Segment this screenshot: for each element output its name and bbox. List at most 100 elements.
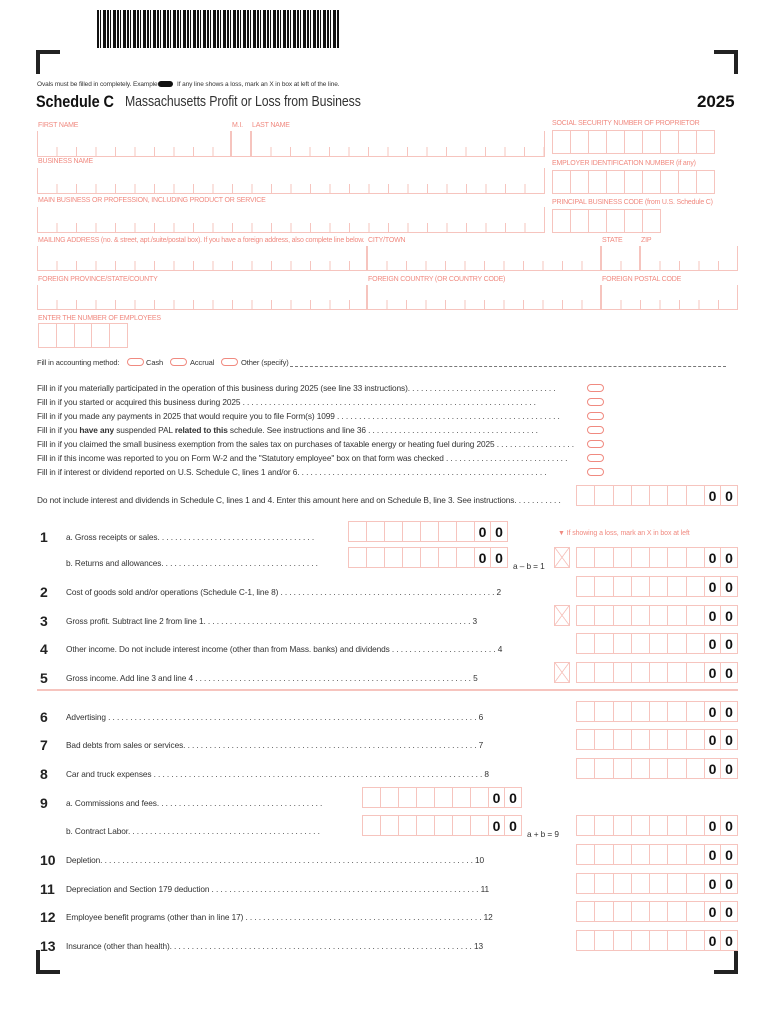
amount-cell[interactable] [614, 902, 632, 921]
amount-cell[interactable] [417, 816, 435, 835]
amount-cell[interactable] [632, 730, 651, 749]
amount-cell[interactable] [614, 702, 632, 721]
employees-input[interactable] [38, 323, 128, 348]
amount-cell[interactable] [632, 577, 651, 596]
amount-cell[interactable] [577, 902, 596, 921]
amount-cell[interactable] [453, 788, 471, 807]
loss-x-box[interactable] [554, 547, 570, 568]
amount-cell[interactable] [595, 845, 614, 864]
amount-cell[interactable] [614, 606, 632, 625]
amount-cell[interactable] [614, 845, 632, 864]
amount-cell[interactable] [385, 522, 403, 541]
amount-cell[interactable] [595, 606, 614, 625]
amount-cell[interactable] [632, 606, 651, 625]
fill-in-oval[interactable] [587, 398, 604, 406]
amount-cell[interactable] [668, 634, 687, 653]
last-name-input[interactable] [251, 131, 545, 157]
amount-cell[interactable] [668, 702, 687, 721]
amount-cell[interactable] [577, 845, 596, 864]
amount-cell[interactable] [650, 702, 669, 721]
amount-cell[interactable] [577, 874, 596, 893]
amount-cell[interactable] [435, 816, 453, 835]
amount-cell[interactable] [632, 874, 651, 893]
amount-cell[interactable] [614, 577, 632, 596]
amount-cell[interactable] [367, 548, 385, 567]
amount-cell[interactable] [457, 522, 475, 541]
amount-cell[interactable] [471, 788, 489, 807]
amount-cell[interactable] [632, 702, 651, 721]
fill-in-oval[interactable] [587, 468, 604, 476]
amount-cell[interactable] [439, 548, 457, 567]
amount-cell[interactable] [650, 816, 669, 835]
amount-cell[interactable] [577, 816, 596, 835]
cash-oval[interactable] [127, 358, 144, 366]
ssn-input[interactable] [552, 130, 715, 154]
amount-cell[interactable] [363, 816, 381, 835]
amount-cell[interactable] [668, 845, 687, 864]
amount-cell[interactable] [632, 759, 651, 778]
amount-cell[interactable] [650, 663, 669, 682]
amount-cell[interactable] [687, 702, 705, 721]
principal-code-input[interactable] [552, 209, 661, 233]
amount-cell[interactable] [668, 931, 687, 950]
main-business-input[interactable] [37, 207, 545, 233]
amount-cell[interactable] [577, 486, 596, 505]
amount-cell[interactable] [632, 816, 651, 835]
amount-cell[interactable] [403, 548, 421, 567]
amount-cell[interactable] [595, 634, 614, 653]
amount-cell[interactable] [650, 931, 669, 950]
amount-cell[interactable] [614, 486, 632, 505]
amount-cell[interactable] [668, 577, 687, 596]
amount-cell[interactable] [668, 874, 687, 893]
business-name-input[interactable] [37, 168, 545, 194]
amount-cell[interactable] [363, 788, 381, 807]
amount-cell[interactable] [577, 606, 596, 625]
amount-cell[interactable] [457, 548, 475, 567]
amount-cell[interactable] [595, 702, 614, 721]
amount-cell[interactable] [417, 788, 435, 807]
amount-cell[interactable] [687, 759, 705, 778]
zip-input[interactable] [640, 246, 738, 271]
amount-cell[interactable] [632, 663, 651, 682]
amount-cell[interactable] [650, 759, 669, 778]
amount-cell[interactable] [399, 816, 417, 835]
amount-cell[interactable] [668, 730, 687, 749]
amount-cell[interactable] [349, 548, 367, 567]
amount-cell[interactable] [687, 874, 705, 893]
amount-cell[interactable] [435, 788, 453, 807]
amount-cell[interactable] [577, 663, 596, 682]
amount-cell[interactable] [453, 816, 471, 835]
loss-x-box[interactable] [554, 662, 570, 683]
foreign-province-input[interactable] [37, 285, 367, 310]
amount-cell[interactable] [349, 522, 367, 541]
amount-cell[interactable] [614, 730, 632, 749]
ein-input[interactable] [552, 170, 715, 194]
amount-cell[interactable] [687, 663, 705, 682]
amount-cell[interactable] [687, 845, 705, 864]
amount-cell[interactable] [632, 634, 651, 653]
amount-cell[interactable] [632, 486, 651, 505]
amount-cell[interactable] [471, 816, 489, 835]
amount-cell[interactable] [403, 522, 421, 541]
first-name-input[interactable] [37, 131, 231, 157]
amount-cell[interactable] [668, 759, 687, 778]
other-oval[interactable] [221, 358, 238, 366]
amount-cell[interactable] [614, 816, 632, 835]
amount-cell[interactable] [650, 730, 669, 749]
amount-cell[interactable] [595, 730, 614, 749]
amount-cell[interactable] [687, 577, 705, 596]
amount-cell[interactable] [650, 634, 669, 653]
amount-cell[interactable] [650, 902, 669, 921]
amount-cell[interactable] [577, 931, 596, 950]
